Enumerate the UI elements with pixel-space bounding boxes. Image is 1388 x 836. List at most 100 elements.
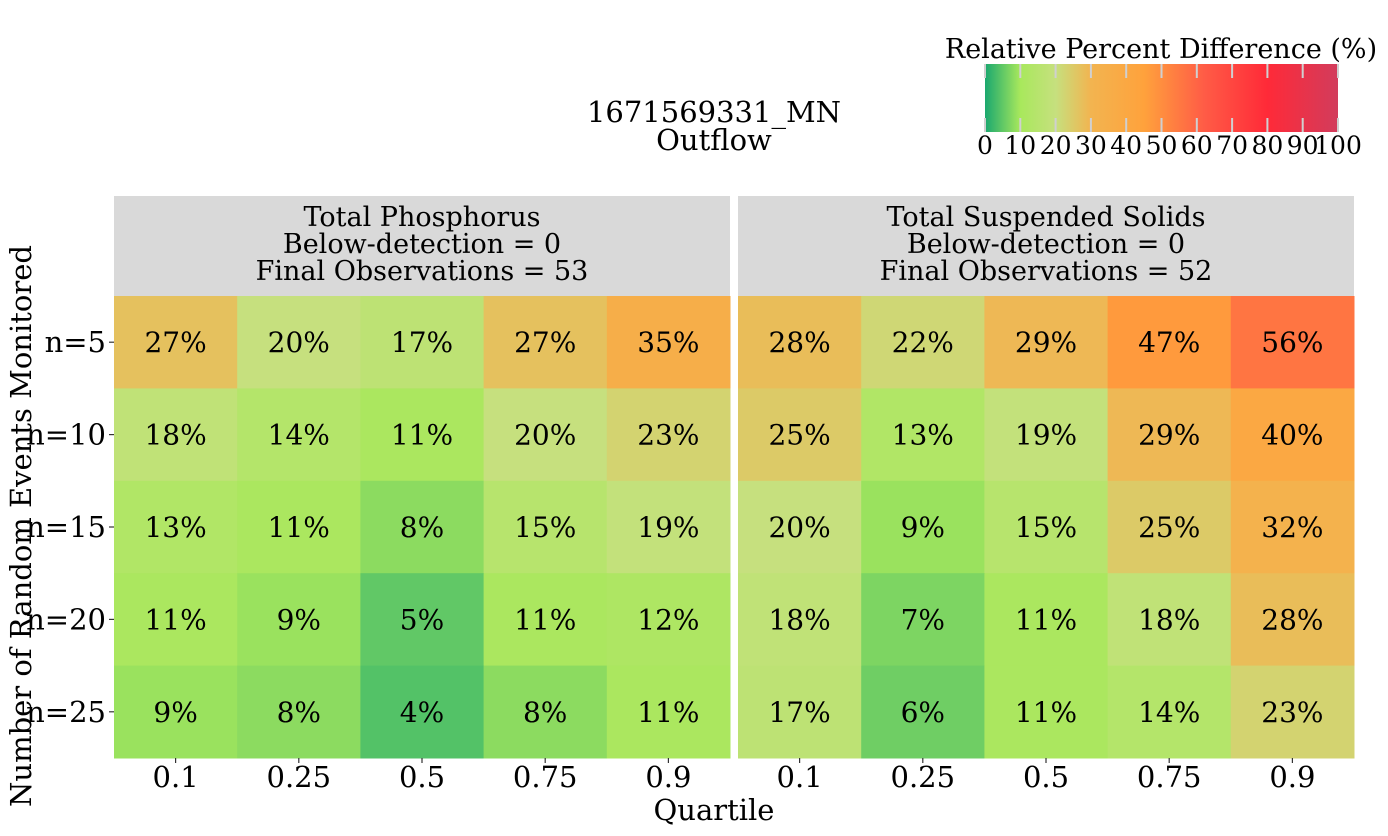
cell-value-label: 29%: [1015, 326, 1077, 359]
panel-below-detection: Below-detection = 0: [283, 229, 561, 260]
heatmap-cell: [1107, 296, 1232, 389]
heatmap-cell: [1107, 665, 1232, 759]
x-axis-label: Quartile: [654, 793, 775, 827]
heatmap-cell: [483, 665, 608, 759]
cell-value-label: 13%: [144, 511, 206, 544]
cell-value-label: 15%: [514, 511, 576, 544]
legend-tick-label: 0: [977, 131, 993, 160]
heatmap-cell: [738, 296, 862, 389]
cell-value-label: 11%: [637, 696, 699, 729]
heatmap-cell: [114, 480, 238, 574]
cell-value-label: 23%: [637, 419, 699, 452]
heatmap-cell: [861, 665, 985, 759]
heatmap-cell: [483, 388, 608, 482]
x-tick-label: 0.75: [513, 760, 578, 794]
cell-value-label: 15%: [1015, 511, 1077, 544]
cell-value-label: 19%: [637, 511, 699, 544]
y-tick-label: n=15: [26, 510, 106, 544]
y-axis-label: Number of Random Events Monitored: [4, 245, 38, 807]
panel-below-detection: Below-detection = 0: [907, 229, 1185, 260]
x-axis: 0.1 0.25 0.5 0.75 0.9 0.1 0.25 0.5 0.75 0.9: [153, 758, 1315, 794]
cell-value-label: 25%: [1138, 511, 1200, 544]
legend-tick-label: 30: [1075, 131, 1107, 160]
cell-value-label: 9%: [901, 511, 945, 544]
cell-value-label: 5%: [400, 603, 444, 636]
panel-header: [114, 196, 730, 296]
heatmap-cell: [861, 573, 985, 667]
heatmap-cell: [1230, 388, 1355, 482]
cell-value-label: 4%: [400, 696, 444, 729]
legend-tick-label: 20: [1040, 131, 1072, 160]
cell-value-label: 8%: [277, 696, 321, 729]
heatmap-cell: [738, 665, 862, 759]
heatmap-cell: [360, 573, 485, 667]
cell-value-label: 18%: [1138, 603, 1200, 636]
cell-value-label: 40%: [1261, 419, 1323, 452]
cell-value-label: 23%: [1261, 696, 1323, 729]
cell-value-label: 20%: [768, 511, 830, 544]
heatmap-cell: [861, 296, 985, 389]
chart-title: 1671569331_MN: [587, 95, 841, 130]
cell-value-label: 14%: [268, 419, 330, 452]
cell-value-label: 12%: [637, 603, 699, 636]
heatmap-cell: [984, 573, 1109, 667]
heatmap-cell: [738, 480, 862, 574]
heatmap-cell: [114, 388, 238, 482]
legend-tick-label: 10: [1004, 131, 1036, 160]
cell-value-label: 27%: [144, 326, 206, 359]
cell-value-label: 18%: [144, 419, 206, 452]
x-tick-label: 0.9: [1269, 760, 1315, 794]
panel-final-observations: Final Observations = 53: [256, 256, 589, 287]
cell-value-label: 9%: [153, 696, 197, 729]
cell-value-label: 11%: [514, 603, 576, 636]
cell-value-label: 35%: [637, 326, 699, 359]
legend-tick-label: 40: [1110, 131, 1142, 160]
x-tick-label: 0.1: [777, 760, 823, 794]
legend-tick-label: 50: [1146, 131, 1178, 160]
heatmap-cell: [483, 296, 608, 389]
cell-value-label: 13%: [892, 419, 954, 452]
y-tick-label: n=20: [26, 602, 106, 636]
cell-value-label: 11%: [144, 603, 206, 636]
cell-value-label: 11%: [1015, 696, 1077, 729]
legend-tick-label: 90: [1287, 131, 1319, 160]
cell-value-label: 7%: [901, 603, 945, 636]
color-legend: Relative Percent Difference (%) 0 10 20 30 4…: [945, 34, 1377, 160]
heatmap-cell: [360, 480, 485, 574]
panel-title: Total Suspended Solids: [886, 202, 1205, 233]
heatmap-cell: [1230, 665, 1355, 759]
heatmap-cell: [114, 573, 238, 667]
cell-value-label: 25%: [768, 419, 830, 452]
chart-subtitle: Outflow: [656, 123, 772, 157]
heatmap-cell: [984, 296, 1109, 389]
heatmap-cell: [360, 296, 485, 389]
heatmap-cell: [606, 573, 731, 667]
cell-value-label: 11%: [391, 419, 453, 452]
y-tick-label: n=5: [45, 325, 106, 359]
heatmap-cell: [114, 665, 238, 759]
y-tick-label: n=10: [26, 418, 106, 452]
heatmap-cell: [606, 480, 731, 574]
panel-final-observations: Final Observations = 52: [880, 256, 1213, 287]
heatmap-cell: [237, 480, 361, 574]
y-tick-label: n=25: [26, 695, 106, 729]
cell-value-label: 47%: [1138, 326, 1200, 359]
heatmap-cell: [984, 665, 1109, 759]
cell-value-label: 27%: [514, 326, 576, 359]
cell-value-label: 29%: [1138, 419, 1200, 452]
heatmap-cell: [1230, 480, 1355, 574]
heatmap-cell: [738, 573, 862, 667]
cell-value-label: 20%: [268, 326, 330, 359]
heatmap-cell: [738, 388, 862, 482]
x-tick-label: 0.75: [1137, 760, 1202, 794]
cell-value-label: 28%: [768, 326, 830, 359]
heatmap-cell: [861, 388, 985, 482]
heatmap-cell: [237, 296, 361, 389]
legend-tick-label: 70: [1216, 131, 1248, 160]
legend-tick-label: 100: [1314, 131, 1362, 160]
cell-value-label: 56%: [1261, 326, 1323, 359]
y-axis: n=5 n=10 n=15 n=20 n=25: [26, 325, 114, 729]
heatmap-cell: [1230, 296, 1355, 389]
